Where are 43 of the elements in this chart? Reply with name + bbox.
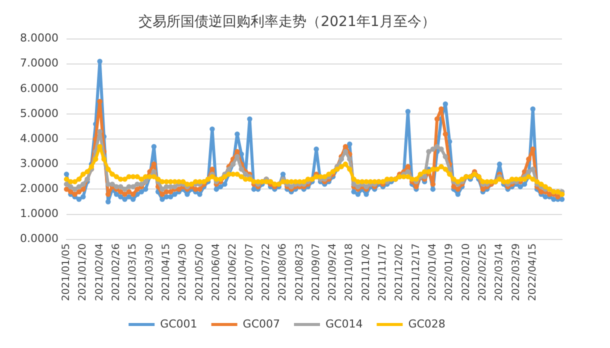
legend-label: GC007 — [242, 317, 280, 330]
y-tick-label: 2.0000 — [20, 182, 58, 196]
x-tick-label: 2021/04/15 — [161, 243, 172, 302]
legend-label: GC001 — [160, 317, 198, 330]
y-tick-label: 5.0000 — [20, 106, 58, 120]
x-tick-label: 2021/11/02 — [360, 243, 372, 302]
x-tick-label: 2021/08/23 — [294, 243, 306, 302]
x-tick-label: 2021/12/17 — [410, 243, 422, 302]
x-tick-label: 2022/02/25 — [477, 243, 488, 302]
y-tick-label: 1.0000 — [20, 207, 58, 220]
chart-title: 交易所国债逆回购利率走势（2021年1月至今） — [138, 14, 436, 30]
x-tick-label: 2021/09/24 — [328, 243, 339, 302]
y-tick-label: 0.0000 — [20, 232, 58, 246]
x-tick-label: 2022/01/19 — [444, 243, 456, 302]
x-tick-label: 2021/06/22 — [228, 243, 239, 302]
x-tick-label: 2021/02/04 — [94, 243, 106, 302]
x-tick-label: 2021/01/05 — [61, 243, 72, 302]
x-tick-label: 2022/01/04 — [428, 243, 439, 302]
x-tick-label: 2021/03/30 — [144, 243, 156, 302]
x-tick-label: 2021/07/22 — [260, 243, 272, 302]
legend-label: GC014 — [326, 317, 363, 330]
y-tick-label: 3.0000 — [20, 157, 58, 170]
legend-label: GC028 — [408, 317, 446, 330]
x-tick-label: 2021/05/20 — [194, 243, 206, 302]
x-tick-label: 2022/03/14 — [494, 243, 506, 302]
x-tick-label: 2022/04/15 — [527, 243, 538, 302]
x-tick-label: 2021/04/30 — [178, 243, 189, 302]
x-tick-label: 2021/10/18 — [344, 243, 356, 302]
x-tick-label: 2021/01/20 — [78, 243, 89, 302]
x-tick-label: 2021/03/15 — [128, 243, 139, 302]
x-tick-label: 2022/03/29 — [510, 243, 522, 302]
y-tick-label: 6.0000 — [20, 82, 58, 95]
x-tick-label: 2021/08/06 — [278, 243, 289, 302]
x-tick-label: 2021/11/17 — [378, 243, 389, 302]
y-tick-label: 7.0000 — [20, 56, 58, 70]
x-tick-label: 2022/02/10 — [460, 243, 472, 302]
y-tick-label: 8.0000 — [20, 32, 58, 45]
x-tick-label: 2021/06/04 — [210, 243, 222, 302]
x-tick-label: 2021/07/07 — [244, 243, 256, 302]
y-tick-label: 4.0000 — [20, 132, 58, 145]
x-tick-label: 2021/09/07 — [310, 243, 322, 302]
x-tick-label: 2021/02/26 — [111, 243, 122, 302]
x-tick-label: 2021/12/02 — [394, 243, 406, 302]
